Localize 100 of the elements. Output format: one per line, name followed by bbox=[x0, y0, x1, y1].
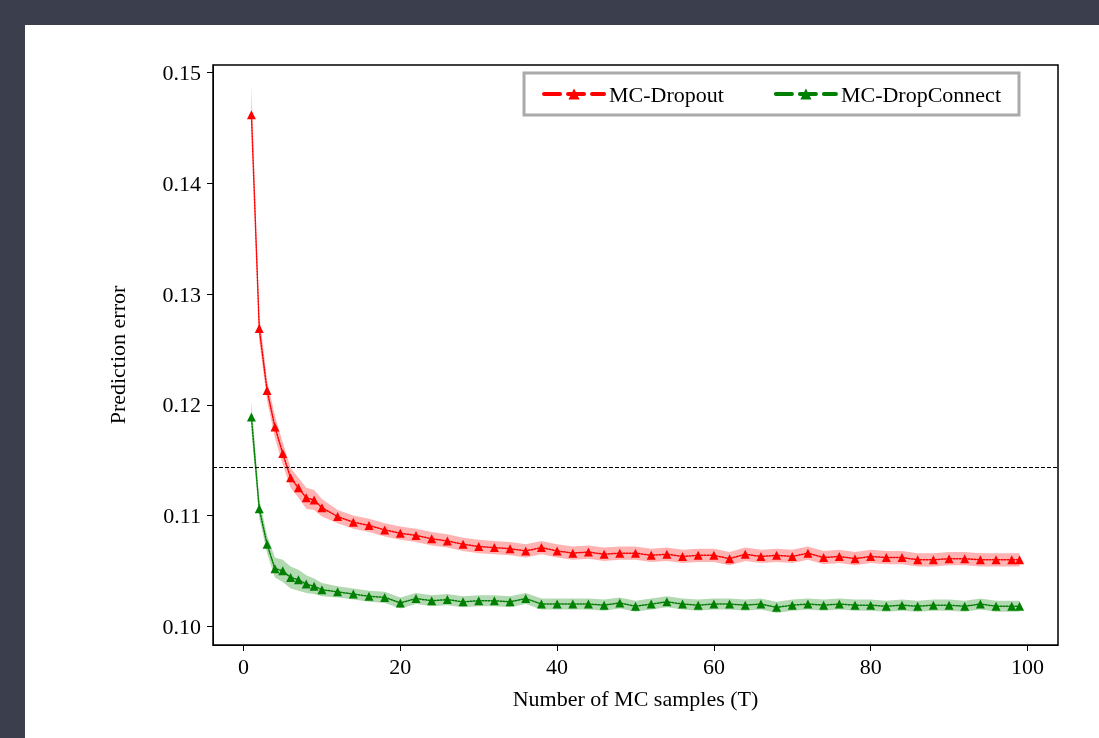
legend-label: MC-Dropout bbox=[609, 81, 724, 107]
point bbox=[631, 548, 640, 558]
point bbox=[489, 596, 499, 606]
point bbox=[803, 599, 813, 609]
point bbox=[1015, 555, 1025, 565]
x-tick-label: 80 bbox=[859, 653, 882, 679]
point bbox=[583, 599, 593, 609]
y-tick-label: 0.10 bbox=[162, 613, 201, 639]
point bbox=[254, 323, 264, 333]
point bbox=[364, 520, 374, 530]
point bbox=[521, 594, 531, 604]
point bbox=[725, 599, 735, 609]
point bbox=[246, 110, 256, 120]
point bbox=[850, 600, 860, 610]
point bbox=[317, 585, 327, 595]
point bbox=[568, 548, 578, 558]
point bbox=[897, 553, 907, 563]
y-tick-label: 0.14 bbox=[162, 170, 201, 196]
point bbox=[317, 503, 327, 513]
point bbox=[881, 601, 891, 611]
point bbox=[615, 548, 625, 558]
legend-label: MC-DropConnect bbox=[840, 81, 1001, 107]
y-tick-label: 0.12 bbox=[162, 392, 201, 418]
point bbox=[395, 528, 405, 538]
point bbox=[709, 599, 719, 609]
point bbox=[787, 551, 797, 561]
point bbox=[709, 550, 719, 560]
y-tick-label: 0.13 bbox=[162, 281, 201, 307]
point bbox=[631, 601, 640, 611]
point bbox=[278, 449, 288, 459]
point bbox=[866, 551, 876, 561]
point bbox=[819, 553, 829, 563]
y-axis-title: Prediction error bbox=[104, 284, 130, 425]
point bbox=[787, 600, 797, 610]
point bbox=[458, 539, 468, 549]
point bbox=[693, 600, 703, 610]
y-tick-label: 0.11 bbox=[163, 503, 201, 528]
x-tick-label: 20 bbox=[389, 653, 412, 679]
x-tick-label: 0 bbox=[238, 653, 250, 679]
point bbox=[850, 554, 860, 564]
y-tick-label: 0.15 bbox=[162, 60, 201, 86]
point bbox=[646, 550, 656, 560]
point bbox=[262, 539, 272, 549]
point bbox=[411, 530, 421, 540]
point bbox=[411, 594, 421, 604]
point bbox=[881, 553, 891, 563]
point bbox=[348, 589, 358, 599]
point bbox=[740, 549, 750, 559]
point bbox=[662, 549, 672, 559]
x-tick-label: 60 bbox=[702, 653, 725, 679]
point bbox=[913, 601, 923, 611]
point bbox=[975, 599, 985, 609]
x-tick-label: 40 bbox=[546, 653, 569, 679]
point bbox=[991, 601, 1001, 611]
point bbox=[474, 541, 484, 551]
point bbox=[262, 385, 272, 395]
point bbox=[505, 597, 515, 607]
point bbox=[348, 517, 358, 527]
point bbox=[309, 495, 319, 505]
point bbox=[458, 597, 468, 607]
point bbox=[489, 543, 499, 553]
point bbox=[309, 581, 319, 591]
point bbox=[583, 547, 593, 557]
point bbox=[772, 602, 782, 612]
point bbox=[286, 572, 296, 582]
point bbox=[536, 599, 546, 609]
point bbox=[944, 600, 954, 610]
point bbox=[678, 551, 688, 561]
point bbox=[536, 543, 546, 553]
point bbox=[442, 595, 452, 605]
point bbox=[1007, 601, 1017, 611]
point bbox=[819, 600, 829, 610]
point bbox=[756, 599, 766, 609]
point bbox=[944, 554, 954, 564]
point bbox=[693, 550, 703, 560]
x-axis-title: Number of MC samples (T) bbox=[512, 685, 759, 711]
point bbox=[725, 554, 735, 564]
point bbox=[599, 600, 609, 610]
point bbox=[552, 599, 562, 609]
point bbox=[834, 599, 844, 609]
point bbox=[772, 550, 782, 560]
point bbox=[756, 551, 766, 561]
point bbox=[928, 600, 938, 610]
point bbox=[293, 483, 303, 493]
x-tick-label: 100 bbox=[1010, 653, 1044, 679]
point bbox=[975, 555, 985, 565]
point bbox=[301, 579, 311, 589]
point bbox=[505, 544, 515, 554]
point bbox=[1015, 601, 1025, 611]
point bbox=[364, 591, 374, 601]
point bbox=[599, 549, 609, 559]
point bbox=[991, 555, 1001, 565]
point bbox=[897, 600, 907, 610]
point bbox=[803, 548, 813, 558]
point bbox=[960, 601, 970, 611]
point bbox=[333, 512, 343, 522]
point bbox=[270, 564, 280, 574]
point bbox=[568, 599, 578, 609]
point bbox=[678, 599, 688, 609]
point bbox=[834, 551, 844, 561]
